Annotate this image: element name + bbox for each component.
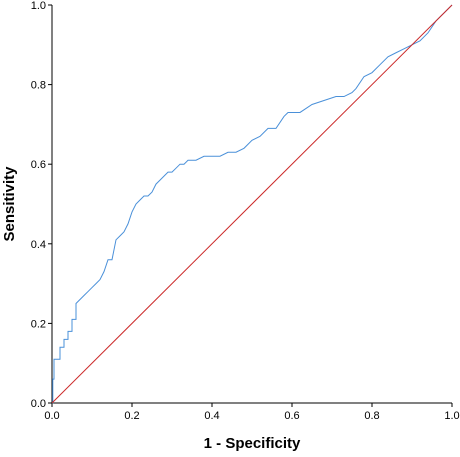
x-tick-label: 0.8 [364, 410, 379, 422]
x-tick-label: 0.4 [204, 410, 219, 422]
y-tick-label: 0.0 [31, 398, 46, 410]
series-layer [51, 4, 453, 404]
y-tick-label: 0.4 [31, 239, 46, 251]
y-tick-label: 0.2 [31, 318, 46, 330]
y-tick-label: 0.8 [31, 80, 46, 92]
x-axis-title: 1 - Specificity [204, 435, 301, 452]
y-tick-label: 1.0 [31, 0, 46, 12]
x-tick-label: 0.2 [124, 410, 139, 422]
x-tick-label: 1.0 [444, 410, 459, 422]
roc-curve-line [52, 4, 453, 404]
y-axis-ticks: 0.0 0.2 0.4 0.6 0.8 1.0 [31, 0, 52, 410]
y-axis-title: Sensitivity [1, 166, 18, 242]
x-tick-label: 0.0 [44, 410, 59, 422]
plot-area [51, 5, 452, 404]
reference-diagonal-line [51, 4, 453, 404]
y-tick-label: 0.6 [31, 159, 46, 171]
x-axis-ticks: 0.0 0.2 0.4 0.6 0.8 1.0 [44, 403, 460, 422]
x-tick-label: 0.6 [284, 410, 299, 422]
